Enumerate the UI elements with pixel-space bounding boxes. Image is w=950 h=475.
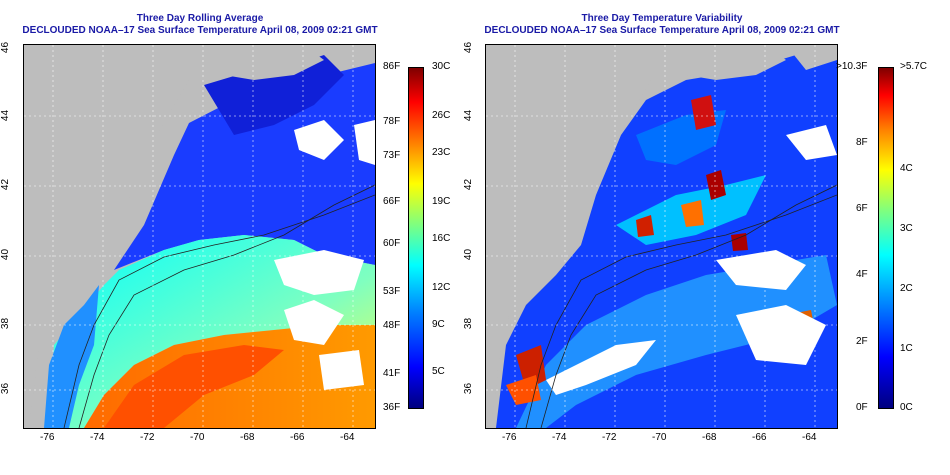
sst-colorbar-celsius-label: 5C [432,366,445,377]
left-chart-title: Three Day Rolling Average [136,13,264,24]
variability-colorbar-fahrenheit-label: >10.3F [836,61,868,72]
sst-colorbar-fahrenheit-label: 41F [383,368,401,379]
variability-colorbar-fahrenheit-label: 8F [856,137,868,148]
sst-colorbar-celsius-label: 26C [432,110,451,121]
depth-contour-100m [525,194,837,428]
right-y-tick: 36 [463,382,475,395]
cold-water-region [114,63,375,270]
left-x-tick: -76 [40,432,55,443]
right-x-tick: -68 [702,432,717,443]
right-x-tick: -76 [502,432,517,443]
left-y-tick: 40 [0,248,12,261]
sst-variability-map-svg [486,45,837,428]
sst-colorbar-fahrenheit-label: 60F [383,238,401,249]
right-y-tick: 38 [463,317,475,330]
variability-colorbar-celsius-label: 1C [900,343,913,354]
cloud-patch [274,250,364,295]
sst-average-map-svg [24,45,375,428]
variability-colorbar-celsius-label: 0C [900,402,913,413]
variability-colorbar-celsius-label: 3C [900,223,913,234]
sst-colorbar-celsius-label: 16C [432,233,451,244]
depth-contour-1000m [540,184,837,428]
left-x-tick: -68 [240,432,255,443]
sst-colorbar-celsius-label: 19C [432,196,451,207]
variability-colorbar-celsius-label: 2C [900,283,913,294]
variability-colorbar-fahrenheit-label: 6F [856,203,868,214]
sst-colorbar-fahrenheit-label: 86F [383,61,401,72]
right-x-tick: -74 [552,432,567,443]
variability-colorbar [878,67,894,409]
cloud-patch [546,340,656,395]
left-x-tick: -74 [90,432,105,443]
left-x-tick: -64 [340,432,355,443]
right-chart-subtitle: DECLOUDED NOAA–17 Sea Surface Temperatur… [484,25,840,36]
variability-colorbar-celsius-label: 4C [900,163,913,174]
left-y-tick: 36 [0,382,12,395]
variability-colorbar-fahrenheit-label: 2F [856,336,868,347]
right-y-tick: 40 [463,248,475,261]
high-variability-spot [516,345,546,390]
right-y-tick: 42 [463,178,475,191]
sst-variability-map [485,44,838,429]
sst-colorbar-fahrenheit-label: 78F [383,116,401,127]
sst-colorbar-celsius-label: 9C [432,319,445,330]
right-x-tick: -64 [802,432,817,443]
variability-colorbar-fahrenheit-label: 4F [856,269,868,280]
right-x-tick: -70 [652,432,667,443]
sst-colorbar-fahrenheit-label: 73F [383,150,401,161]
left-y-tick: 42 [0,178,12,191]
left-x-tick: -66 [290,432,305,443]
depth-contour-100m [63,194,375,428]
depth-contour-1000m [78,184,375,428]
left-chart-subtitle: DECLOUDED NOAA–17 Sea Surface Temperatur… [22,25,378,36]
right-y-tick: 44 [463,109,475,122]
right-x-tick: -66 [752,432,767,443]
sst-colorbar-celsius-label: 12C [432,282,451,293]
sst-colorbar-celsius-label: 23C [432,147,451,158]
sst-colorbar [408,67,424,409]
right-y-tick: 46 [463,41,475,54]
sst-colorbar-celsius-label: 30C [432,61,451,72]
sst-average-map [23,44,376,429]
right-x-tick: -72 [602,432,617,443]
left-y-tick: 44 [0,109,12,122]
land-mass [24,45,214,428]
variability-colorbar-celsius-label: >5.7C [900,61,927,72]
left-x-tick: -72 [140,432,155,443]
sst-colorbar-fahrenheit-label: 53F [383,286,401,297]
sst-colorbar-fahrenheit-label: 36F [383,402,401,413]
variability-colorbar-fahrenheit-label: 0F [856,402,868,413]
left-y-tick: 46 [0,41,12,54]
land-mass [486,45,676,428]
sst-colorbar-fahrenheit-label: 48F [383,320,401,331]
sst-colorbar-fahrenheit-label: 66F [383,196,401,207]
left-x-tick: -70 [190,432,205,443]
right-chart-title: Three Day Temperature Variability [581,13,743,24]
left-y-tick: 38 [0,317,12,330]
